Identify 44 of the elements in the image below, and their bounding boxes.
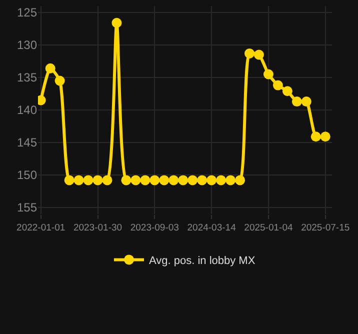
x-tick-label: 2025-07-15 [301,222,350,234]
x-tick-label: 2023-09-03 [130,222,179,234]
point [310,132,321,142]
point [83,175,94,186]
y-tick-label: 125 [16,6,38,20]
point [235,175,246,186]
x-tick-label: 2023-01-30 [73,222,122,234]
point [226,175,236,186]
point [216,175,226,186]
point [292,96,302,107]
point [74,175,84,186]
point [301,96,312,107]
point [121,175,132,186]
point [320,132,330,142]
point [54,76,65,86]
point [45,63,56,74]
point [159,175,170,186]
point [206,175,217,186]
point [272,80,283,90]
y-tick-label: 140 [16,103,38,118]
point [188,175,198,186]
point [168,175,179,186]
point [150,175,160,186]
point [92,175,103,186]
point [112,18,122,28]
point [178,175,188,186]
point [263,69,274,80]
legend-label: Avg. pos. in lobby MX [149,254,256,267]
point [282,86,292,96]
x-tick-label: 2025-01-04 [244,222,293,234]
x-tick-label: 2022-01-01 [16,222,66,234]
y-tick-label: 135 [16,70,38,85]
point [244,48,254,58]
y-tick-label: 130 [16,38,38,52]
point [130,175,141,186]
y-tick-label: 155 [16,200,38,215]
point [64,175,74,186]
y-tick-label: 150 [16,168,38,182]
x-tick-label: 2024-03-14 [187,222,236,234]
point [254,50,264,60]
point [197,175,208,186]
y-tick-label: 145 [16,136,38,150]
point [140,175,150,186]
point [102,175,112,186]
